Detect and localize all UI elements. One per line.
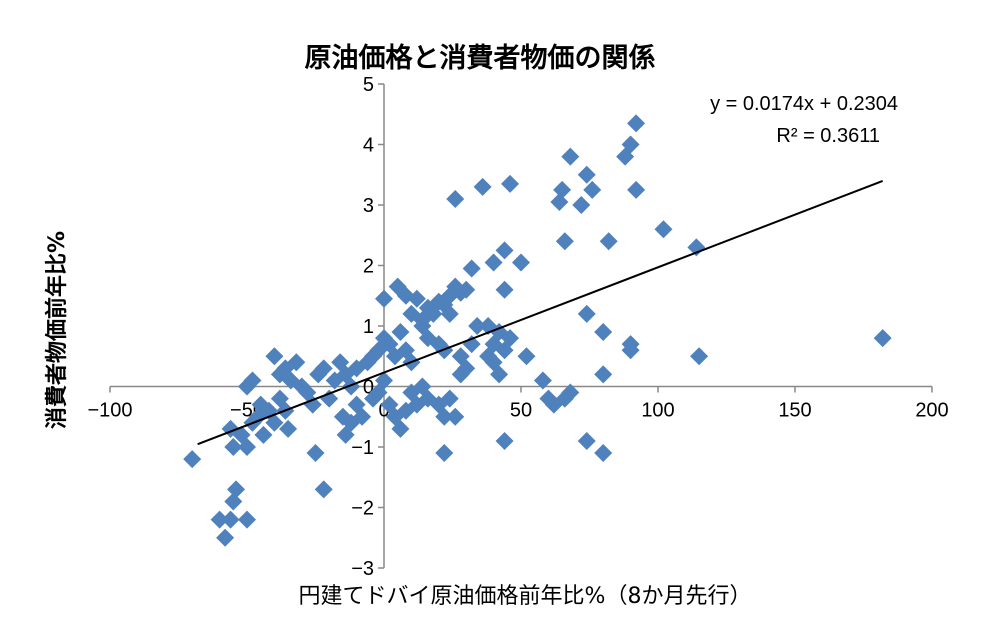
chart-title: 原油価格と消費者物価の関係: [305, 43, 656, 74]
y-tick-label: 0: [363, 377, 374, 399]
data-point: [490, 365, 509, 384]
y-axis-label: 消費者物価前年比%: [44, 231, 70, 429]
data-point: [451, 347, 470, 366]
data-point: [303, 395, 322, 414]
data-point: [265, 347, 284, 366]
y-tick-label: −2: [351, 498, 374, 520]
data-point: [462, 259, 481, 278]
data-point: [243, 371, 262, 390]
data-point: [265, 413, 284, 432]
data-point: [238, 510, 256, 529]
data-point: [224, 438, 243, 456]
data-point: [627, 114, 646, 133]
y-tick-label: 5: [363, 74, 374, 96]
data-point: [583, 180, 602, 199]
data-point: [238, 438, 256, 456]
data-point: [342, 377, 361, 396]
data-point: [577, 431, 596, 450]
data-point: [495, 431, 514, 450]
data-point: [594, 365, 613, 384]
data-point: [440, 389, 459, 408]
x-tick-label: 0: [378, 400, 389, 422]
data-point: [183, 450, 202, 469]
data-point: [690, 347, 709, 366]
data-point: [550, 192, 569, 211]
data-point: [353, 407, 372, 426]
data-point: [687, 238, 706, 257]
data-point: [501, 174, 520, 193]
data-point: [599, 232, 618, 251]
data-point: [254, 425, 273, 444]
y-tick-label: 4: [363, 135, 374, 157]
data-point: [210, 510, 229, 529]
y-tick-label: −3: [351, 558, 374, 580]
data-point: [512, 253, 530, 272]
data-point: [533, 371, 552, 390]
data-point: [446, 407, 465, 426]
data-point: [555, 232, 574, 251]
data-point: [495, 241, 514, 260]
data-point: [621, 135, 640, 154]
data-point: [227, 480, 246, 499]
data-point: [572, 196, 591, 214]
data-point: [440, 304, 459, 323]
y-tick-label: 3: [363, 195, 374, 217]
data-point: [457, 280, 476, 299]
data-point: [473, 177, 492, 196]
data-point: [407, 289, 426, 308]
data-point: [621, 341, 640, 360]
y-tick-label: 2: [363, 256, 374, 278]
y-tick-label: 1: [363, 316, 374, 338]
data-point: [553, 180, 572, 199]
data-point: [484, 253, 503, 272]
y-tick-label: −1: [351, 437, 374, 459]
data-point: [561, 147, 580, 166]
data-point: [495, 280, 514, 299]
data-point: [314, 480, 333, 499]
data-point: [873, 329, 892, 348]
x-tick-label: 50: [510, 400, 532, 422]
x-axis-label: 円建てドバイ原油価格前年比%（8か月先行）: [299, 584, 752, 609]
data-point: [279, 419, 298, 438]
data-point: [320, 389, 339, 408]
data-point: [314, 359, 333, 378]
data-point: [287, 353, 306, 372]
data-point: [221, 510, 240, 529]
x-tick-label: −100: [87, 400, 132, 422]
x-tick-label: 100: [641, 400, 674, 422]
data-point: [446, 189, 465, 208]
data-point: [577, 165, 596, 184]
data-point: [391, 323, 410, 342]
trendline-r-squared: R² = 0.3611: [776, 125, 880, 147]
data-point: [306, 444, 325, 463]
data-point: [627, 180, 646, 199]
data-point: [435, 407, 454, 426]
trendline: [197, 180, 884, 446]
data-point: [594, 323, 613, 342]
data-point: [224, 492, 243, 511]
data-point: [216, 528, 235, 547]
data-point: [517, 347, 536, 366]
x-tick-label: 200: [915, 400, 948, 422]
x-tick-label: 150: [778, 400, 811, 422]
trendline-equation: y = 0.0174x + 0.2304: [710, 93, 898, 115]
data-point: [594, 444, 613, 463]
data-point: [468, 317, 487, 335]
data-point: [375, 371, 393, 390]
data-point: [435, 444, 454, 463]
data-markers: [183, 114, 892, 547]
data-point: [391, 419, 410, 438]
data-point: [577, 304, 596, 323]
data-point: [561, 383, 580, 402]
data-point: [654, 220, 673, 239]
data-point: [501, 329, 520, 348]
data-point: [375, 289, 393, 308]
